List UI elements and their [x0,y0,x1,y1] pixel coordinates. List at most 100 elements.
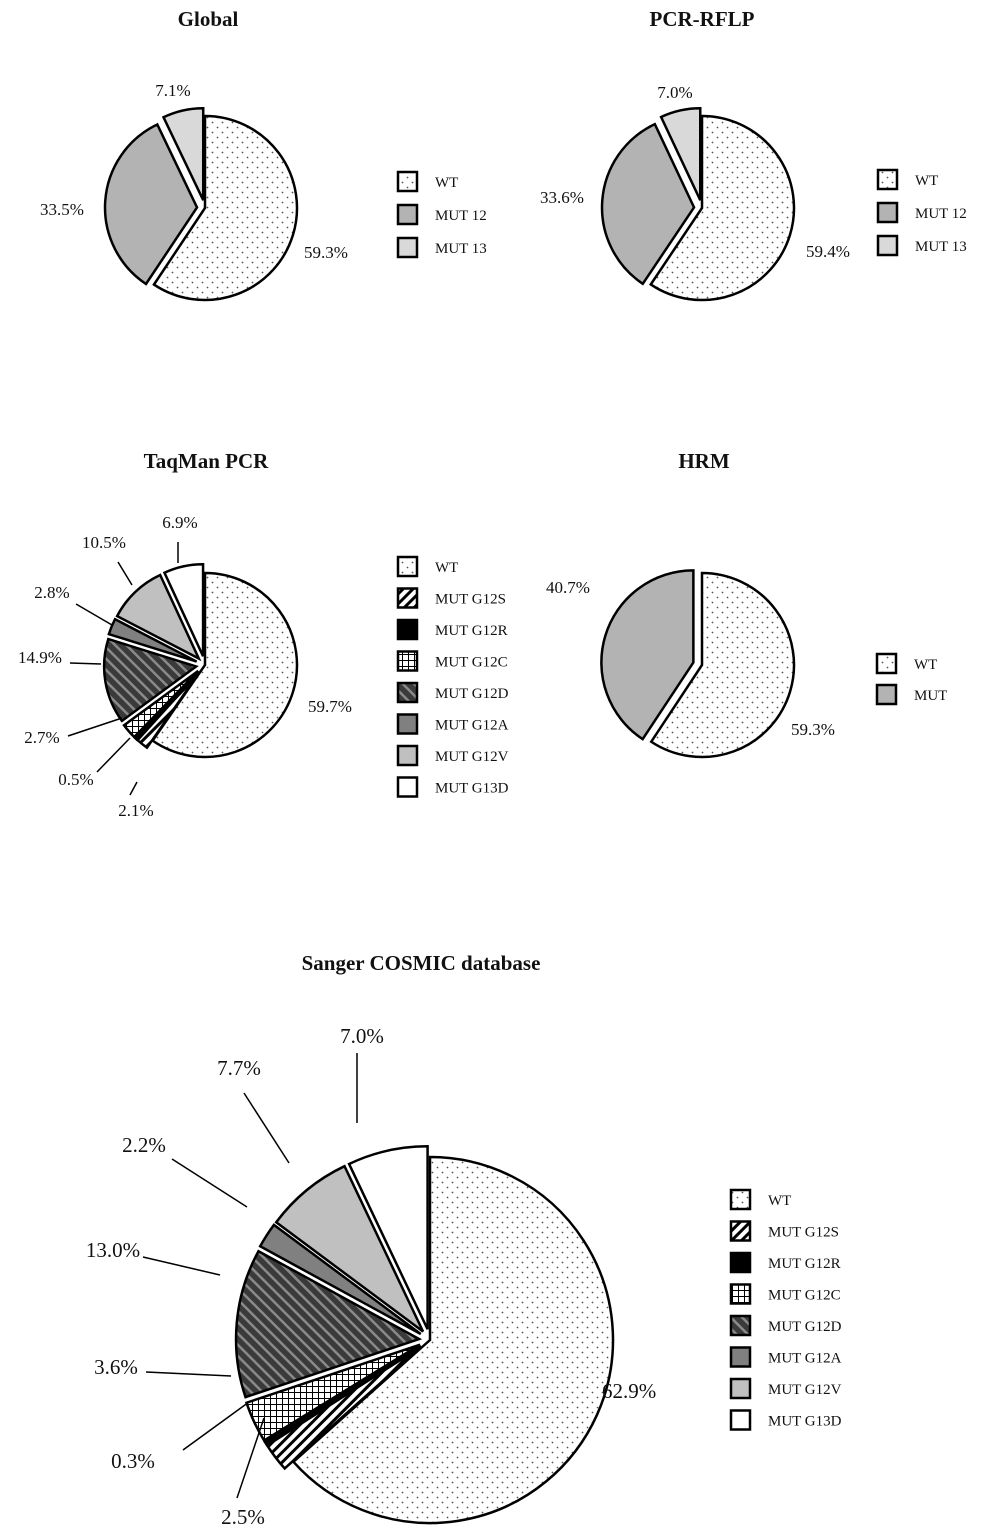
legend-swatch-mut-g12d [729,1314,752,1337]
chart-title-global: Global [178,7,239,31]
legend-label-mut-g12c: MUT G12C [768,1288,841,1304]
pie-slice-mut-g12v [274,1164,425,1333]
legend-label-mut: MUT [914,688,947,704]
data-label-wt: 59.3% [791,720,835,739]
leader-line-mut-g12s [236,1417,265,1499]
legend-swatch-mut-g13d [396,776,419,798]
pie-slice-mut-g12d [102,637,199,723]
leader-line-mut-g12a [171,1158,248,1208]
legend-label-mut-g12r: MUT G12R [435,623,508,639]
data-label-mut-g13d: 6.9% [162,513,197,532]
pie-chart-hrm: 59.3% 40.7% WT MUT [546,569,947,759]
data-label-wt: 59.3% [304,243,348,262]
legend-label-wt: WT [768,1193,791,1209]
legend-swatch-mut-g12s [396,587,419,609]
pie-slice-mut-g12v [115,573,202,662]
legend-swatch-mut-g12c [396,650,419,672]
data-label-mut-g12a: 2.8% [34,583,69,602]
data-label-mut-g12r: 0.5% [58,770,93,789]
data-label-mut-g12a: 2.2% [122,1133,166,1157]
pie-slice-mut-12 [103,122,199,286]
data-label-wt: 62.9% [602,1379,656,1403]
pie-slice-wt [152,114,299,302]
chart-title-cosmic: Sanger COSMIC database [302,951,541,975]
legend-label-mut-g12s: MUT G12S [435,592,506,608]
data-label-mut-g12c: 3.6% [94,1355,138,1379]
legend-swatch-mut-13 [396,236,419,259]
legend-swatch-mut-g12v [729,1377,752,1400]
legend-swatch-mut-g13d [729,1409,752,1431]
legend-swatch-mut-g12a [396,713,419,735]
pie-slice-mut-g12r [263,1344,422,1447]
legend-swatch-mut-g12r [396,618,419,641]
data-label-mut-g12d: 14.9% [18,648,62,667]
legend-label-wt: WT [435,560,458,576]
legend-pcr-rflp: WT MUT 12 MUT 13 [876,168,967,257]
data-label-mut-12: 33.6% [540,188,584,207]
data-label-mut-13: 7.0% [657,83,692,102]
legend-label-mut-g12c: MUT G12C [435,655,508,671]
legend-label-mut-g12d: MUT G12D [435,686,509,702]
legend-swatch-mut-12 [396,203,419,226]
legend-swatch-wt [729,1188,752,1211]
pie-slice-wt [291,1155,615,1525]
legend-label-mut-g12a: MUT G12A [768,1351,842,1367]
leader-line-mut-g12d [69,662,102,665]
legend-label-mut-g12s: MUT G12S [768,1225,839,1241]
legend-swatch-wt [875,652,898,675]
pie-slice-mut-13 [659,106,702,201]
legend-swatch-mut-13 [876,234,899,257]
legend-label-mut-g12v: MUT G12V [435,749,509,765]
data-label-wt: 59.7% [308,697,352,716]
legend-label-mut-g12d: MUT G12D [768,1319,842,1335]
pie-slice-mut-g12c [244,1343,421,1443]
legend-label-wt: WT [435,175,458,191]
data-label-mut-g12d: 13.0% [86,1238,140,1262]
pie-slice-mut-g12a [258,1223,422,1336]
leader-line-mut-g12c [145,1371,232,1377]
legend-hrm: WT MUT [875,652,947,706]
leader-line-mut-g12r [182,1401,250,1451]
data-label-mut-g12v: 7.7% [217,1056,261,1080]
pie-slice-mut-13 [161,106,205,201]
data-label-mut-g12v: 10.5% [82,533,126,552]
pie-slice-mut-g13d [162,562,205,657]
data-label-mut-g12r: 0.3% [111,1449,155,1473]
legend-label-wt: WT [915,173,938,189]
chart-title-taqman: TaqMan PCR [144,449,270,473]
data-label-mut-g12s: 2.5% [221,1505,265,1529]
data-label-mut-12: 33.5% [40,200,84,219]
pie-slice-wt [649,114,796,302]
data-label-mut-g12c: 2.7% [24,728,59,747]
pie-slice-mut-12 [600,122,696,286]
legend-label-wt: WT [914,657,937,673]
data-label-mut: 40.7% [546,578,590,597]
legend-swatch-mut-g12c [729,1283,752,1305]
leader-line-mut-g12v [243,1092,290,1164]
leader-line-mut-g12s [129,781,138,796]
data-label-mut-13: 7.1% [155,81,190,100]
pie-slice-mut-g12d [234,1249,423,1399]
legend-label-mut-13: MUT 13 [435,241,487,257]
chart-title-pcr-rflp: PCR-RFLP [650,7,755,31]
legend-label-mut-g12a: MUT G12A [435,718,509,734]
legend-swatch-mut-g12d [396,681,419,704]
legend-label-mut-12: MUT 12 [435,208,487,224]
legend-taqman-pcr: WT MUT G12S MUT G12R MUT G12C MUT G12D MUT G1… [396,555,509,798]
data-label-mut-g13d: 7.0% [340,1024,384,1048]
pie-chart-taqman-pcr: 59.7% 2.1% 0.5% 2.7% 14.9% 2.8% 10.5% 6.9% WT MUT… [18,513,509,820]
legend-swatch-wt [876,168,899,191]
leader-line-mut-g12c [67,717,123,737]
leader-line-mut-g12a [75,603,113,626]
legend-label-mut-g12v: MUT G12V [768,1382,842,1398]
pie-chart-pcr-rflp: 59.4% 33.6% 7.0% WT MUT 12 MUT 13 [540,83,967,302]
legend-swatch-mut-12 [876,201,899,224]
legend-swatch-wt [396,170,419,193]
leader-line-mut-g12v [117,561,133,586]
legend-swatch-wt [396,555,419,578]
pie-slice-mut [600,569,695,741]
legend-swatch-mut-g12a [729,1346,752,1368]
legend-label-mut-g13d: MUT G13D [435,781,509,797]
legend-label-mut-g12r: MUT G12R [768,1256,841,1272]
